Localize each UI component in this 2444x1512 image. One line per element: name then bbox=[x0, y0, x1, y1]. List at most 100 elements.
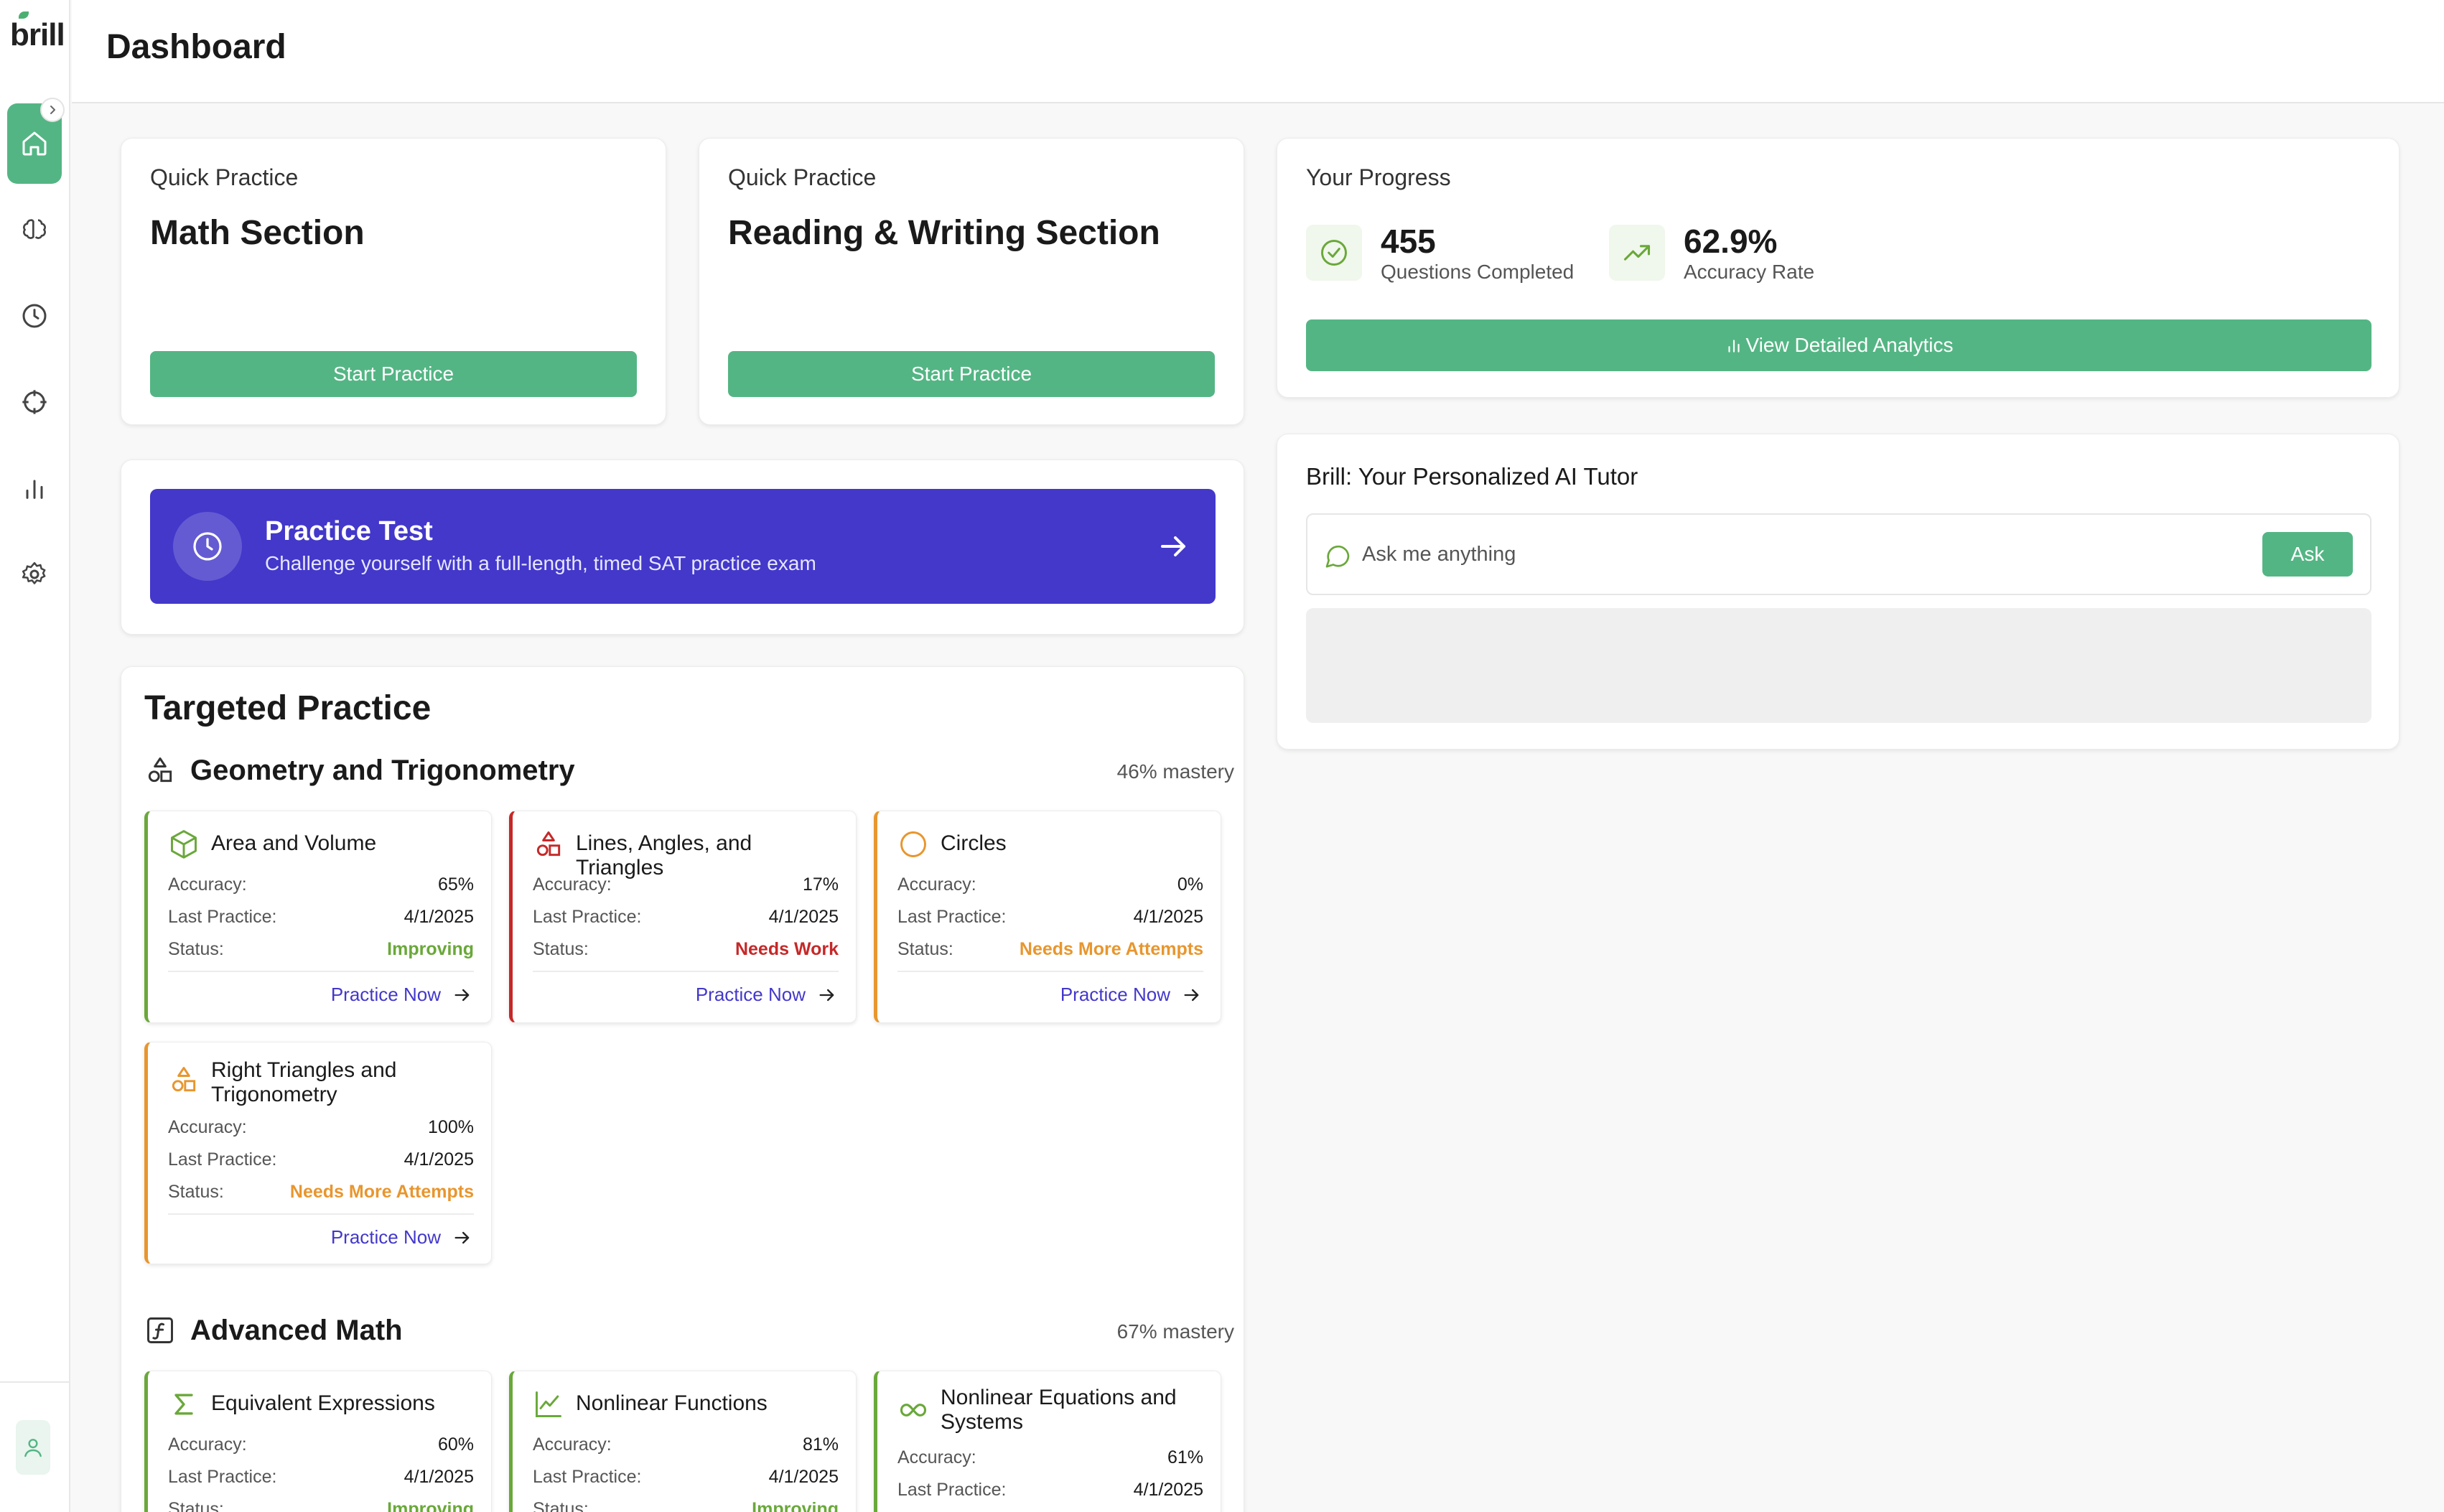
gear-icon bbox=[22, 561, 46, 584]
questions-completed-value: 455 bbox=[1381, 223, 1436, 260]
practice-test-card: Practice Test Challenge yourself with a … bbox=[121, 459, 1244, 635]
skill-card-circles: Circles Accuracy: 0% Last Practice: 4/1/20… bbox=[874, 811, 1221, 1023]
arrow-right-icon bbox=[1184, 989, 1199, 1001]
card-divider bbox=[897, 971, 1203, 972]
brill-logo[interactable]: brill bbox=[10, 17, 65, 53]
last-practice-value: 4/1/2025 bbox=[1133, 1480, 1203, 1500]
cube-icon bbox=[171, 830, 197, 859]
page-title: Dashboard bbox=[106, 28, 286, 66]
practice-now-label: Practice Now bbox=[330, 984, 441, 1005]
status-label: Status: bbox=[533, 1499, 589, 1512]
skill-name: Area and Volume bbox=[211, 831, 377, 855]
quick-practice-math-card: Quick Practice Math Section Start Practi… bbox=[121, 138, 666, 425]
accuracy-label: Accuracy: bbox=[168, 874, 247, 895]
function-icon bbox=[147, 1317, 173, 1343]
last-practice-value: 4/1/2025 bbox=[1133, 907, 1203, 927]
practice-now-link[interactable]: Practice Now bbox=[696, 984, 837, 1006]
accuracy-row: Accuracy: 60% bbox=[168, 1434, 474, 1456]
last-practice-row: Last Practice: 4/1/2025 bbox=[168, 1149, 474, 1171]
circle-icon bbox=[900, 831, 926, 857]
home-icon bbox=[22, 131, 47, 156]
sidebar-collapse-button[interactable] bbox=[40, 98, 65, 122]
ai-response-area bbox=[1306, 608, 2371, 723]
start-practice-math-button[interactable]: Start Practice bbox=[150, 351, 637, 397]
accuracy-row: Accuracy: 17% bbox=[533, 874, 839, 896]
last-practice-label: Last Practice: bbox=[168, 1149, 277, 1170]
practice-now-link[interactable]: Practice Now bbox=[331, 984, 472, 1006]
accuracy-value: 60% bbox=[437, 1434, 474, 1455]
status-row: Status: Needs Work bbox=[533, 939, 839, 961]
last-practice-row: Last Practice: 4/1/2025 bbox=[168, 907, 474, 928]
view-analytics-label: View Detailed Analytics bbox=[1745, 334, 1954, 356]
skill-name: Right Triangles and Trigonometry bbox=[211, 1058, 397, 1106]
skill-card-nonlinear-equations: Nonlinear Equations and Systems Accuracy… bbox=[874, 1371, 1221, 1512]
arrow-right-icon bbox=[454, 989, 470, 1001]
arrow-right-icon bbox=[1161, 536, 1185, 556]
accuracy-value: 100% bbox=[428, 1117, 474, 1137]
accuracy-value: 61% bbox=[1167, 1447, 1203, 1467]
section-header-geometry: Geometry and Trigonometry 46% mastery bbox=[144, 749, 1234, 789]
last-practice-label: Last Practice: bbox=[897, 1480, 1007, 1500]
status-row: Status: Needs More Attempts bbox=[897, 939, 1203, 961]
clock-icon bbox=[22, 304, 47, 328]
status-label: Status: bbox=[168, 1499, 224, 1512]
quick-practice-label: Quick Practice bbox=[728, 164, 877, 190]
targeted-practice-card: Targeted Practice Geometry and Trigonome… bbox=[121, 666, 1244, 1512]
accuracy-row: Accuracy: 65% bbox=[168, 874, 474, 896]
skill-name: Nonlinear Equations and Systems bbox=[941, 1386, 1177, 1434]
sigma-icon bbox=[174, 1394, 193, 1415]
ask-button[interactable]: Ask bbox=[2262, 532, 2353, 577]
status-value: Improving bbox=[387, 939, 474, 959]
arrow-right-icon bbox=[819, 989, 834, 1001]
status-value: Needs More Attempts bbox=[1019, 939, 1203, 959]
sidebar-item-settings[interactable] bbox=[7, 534, 62, 615]
last-practice-value: 4/1/2025 bbox=[768, 1467, 839, 1487]
practice-now-label: Practice Now bbox=[695, 984, 806, 1005]
practice-test-banner[interactable]: Practice Test Challenge yourself with a … bbox=[150, 489, 1216, 604]
section-title: Geometry and Trigonometry bbox=[190, 755, 575, 786]
start-practice-reading-button[interactable]: Start Practice bbox=[728, 351, 1215, 397]
practice-now-link[interactable]: Practice Now bbox=[1060, 984, 1202, 1006]
accuracy-value: 65% bbox=[437, 874, 474, 895]
accuracy-row: Accuracy: 0% bbox=[897, 874, 1203, 896]
sidebar-item-profile[interactable] bbox=[16, 1420, 50, 1475]
section-mastery: 46% mastery bbox=[1116, 760, 1234, 783]
skill-name: Circles bbox=[941, 831, 1007, 855]
ai-tutor-title: Brill: Your Personalized AI Tutor bbox=[1306, 463, 1638, 490]
accuracy-label: Accuracy: bbox=[897, 874, 976, 895]
targeted-practice-title: Targeted Practice bbox=[144, 689, 432, 727]
crosshair-icon bbox=[22, 390, 47, 414]
progress-label: Your Progress bbox=[1306, 164, 1451, 190]
view-analytics-button[interactable]: View Detailed Analytics bbox=[1306, 319, 2371, 371]
sidebar-item-targets[interactable] bbox=[7, 362, 62, 442]
trending-up-icon bbox=[1623, 245, 1651, 261]
line-chart-icon bbox=[536, 1391, 561, 1417]
accuracy-label: Accuracy: bbox=[168, 1117, 247, 1137]
skill-card-lines-angles: Lines, Angles, and Triangles Accuracy: 17… bbox=[509, 811, 857, 1023]
accuracy-label: Accuracy: bbox=[897, 1447, 976, 1467]
last-practice-value: 4/1/2025 bbox=[404, 1467, 474, 1487]
practice-now-link[interactable]: Practice Now bbox=[331, 1226, 472, 1249]
skill-name: Nonlinear Functions bbox=[576, 1391, 768, 1415]
skill-name: Equivalent Expressions bbox=[211, 1391, 435, 1415]
skill-card-area-volume: Area and Volume Accuracy: 65% Last Practi… bbox=[144, 811, 492, 1023]
ai-question-input[interactable] bbox=[1362, 536, 2224, 572]
last-practice-row: Last Practice: 4/1/2025 bbox=[897, 1480, 1203, 1501]
status-value: Needs More Attempts bbox=[289, 1182, 474, 1202]
card-divider bbox=[533, 971, 839, 972]
last-practice-label: Last Practice: bbox=[168, 907, 277, 927]
sidebar-item-practice[interactable] bbox=[7, 190, 62, 270]
accuracy-value: 0% bbox=[1177, 874, 1203, 895]
accuracy-value: 81% bbox=[802, 1434, 839, 1455]
practice-now-label: Practice Now bbox=[330, 1226, 441, 1248]
sidebar-item-analytics[interactable] bbox=[7, 448, 62, 528]
ai-input-container: Ask bbox=[1306, 513, 2371, 595]
skill-card-nonlinear-functions: Nonlinear Functions Accuracy: 81% Last Pr… bbox=[509, 1371, 857, 1512]
infinity-icon bbox=[900, 1404, 927, 1417]
questions-completed-label: Questions Completed bbox=[1381, 261, 1575, 283]
sidebar-item-history[interactable] bbox=[7, 276, 62, 356]
sidebar-divider bbox=[0, 1381, 70, 1383]
shapes-icon bbox=[148, 757, 172, 783]
practice-test-title: Practice Test bbox=[265, 516, 433, 546]
trend-icon-wrap bbox=[1609, 225, 1665, 281]
